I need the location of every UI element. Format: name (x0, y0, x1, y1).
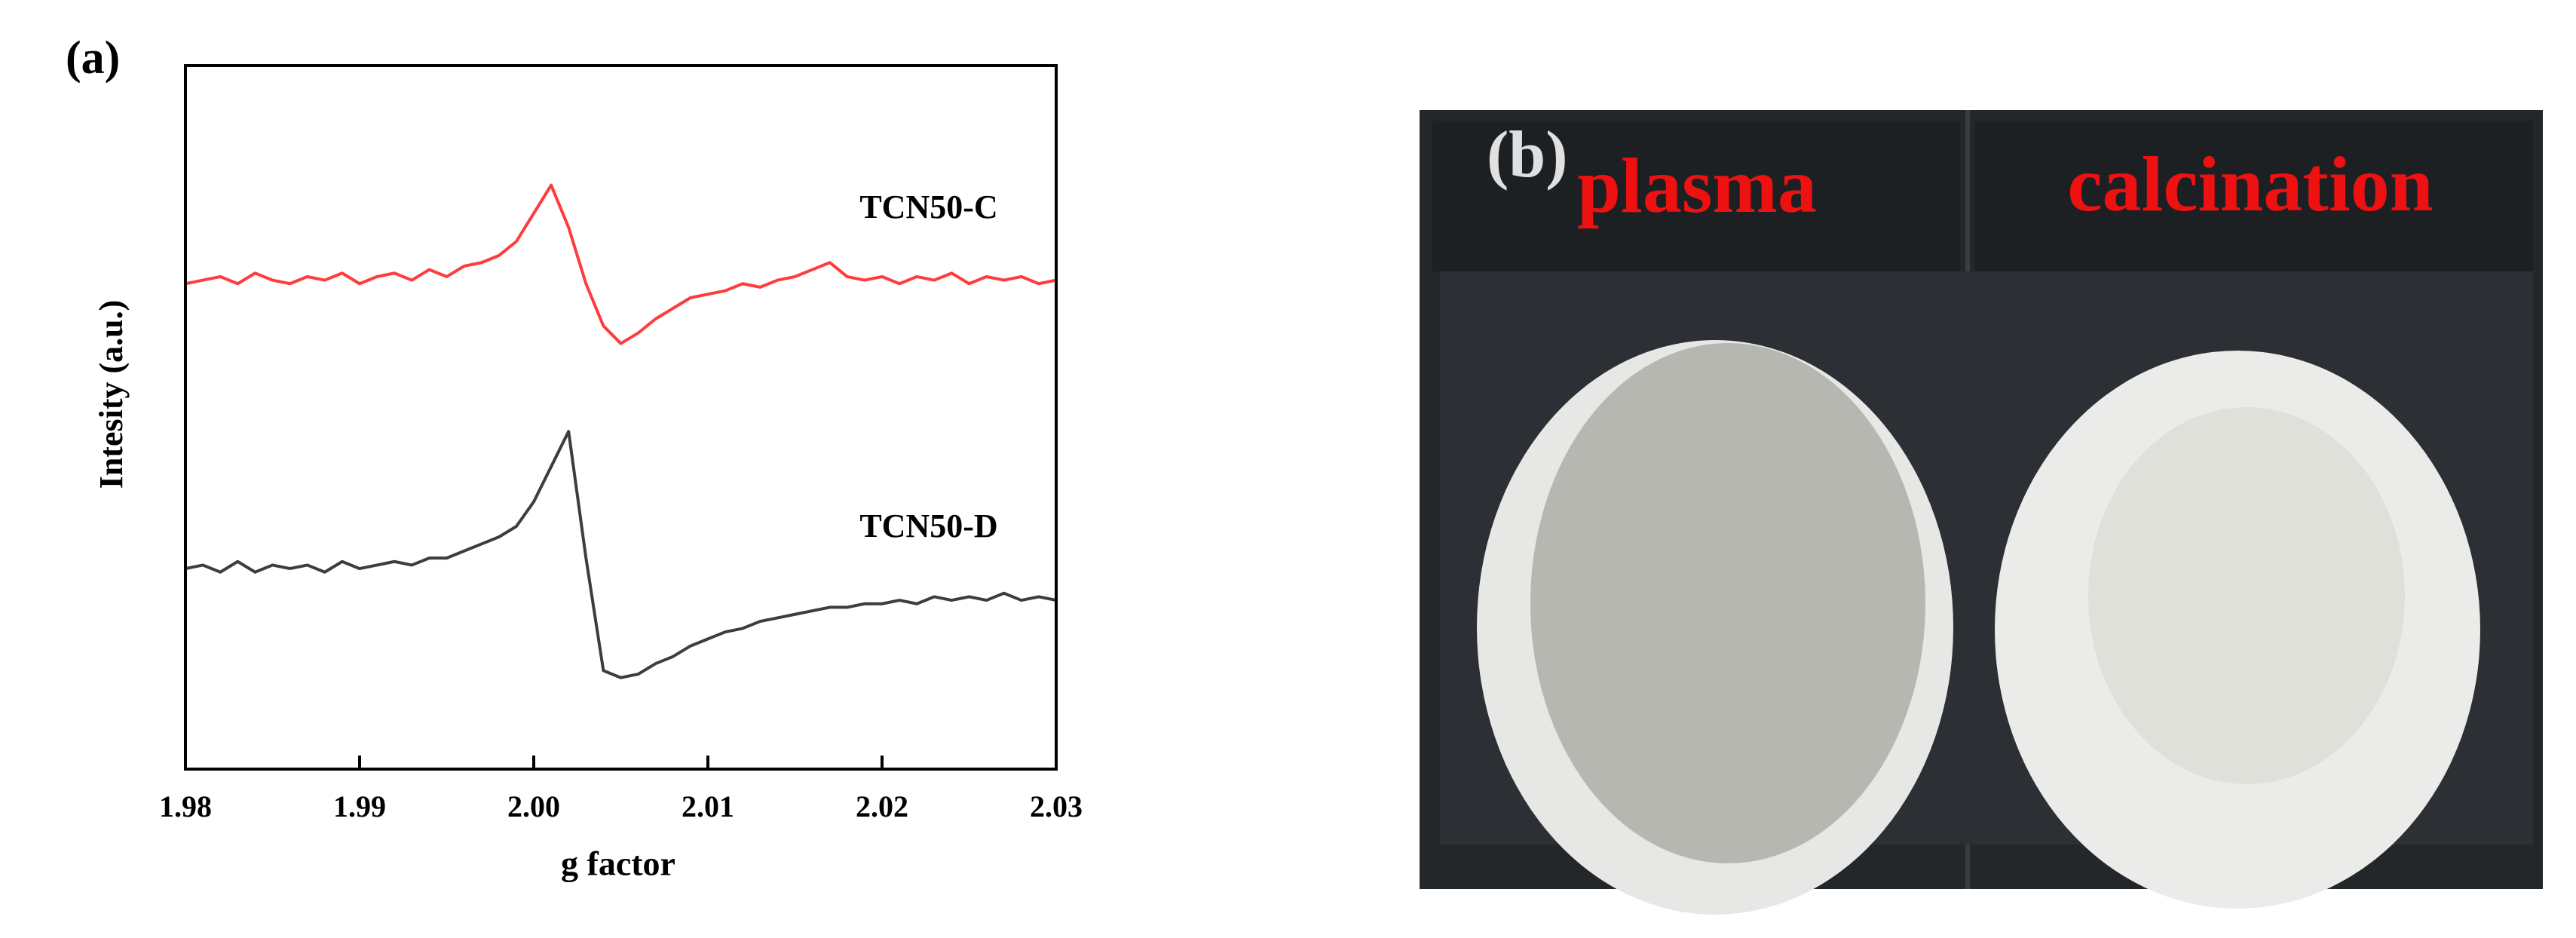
x-tick-label: 2.00 (507, 789, 560, 823)
x-tick-label: 2.03 (1030, 789, 1083, 823)
series-line (185, 430, 1057, 679)
series-label: TCN50-D (859, 507, 997, 544)
y-axis-label: Intesity (a.u.) (93, 300, 130, 489)
x-axis-label: g factor (561, 845, 675, 883)
tape (1975, 121, 2533, 271)
calcination-powder (2088, 407, 2405, 784)
tape (1432, 121, 1960, 271)
plasma-powder (1530, 343, 1925, 863)
series-label: TCN50-C (859, 189, 997, 225)
plot-frame (184, 64, 1058, 771)
plot: 1.98 1.99 2.00 2.01 2.02 2.03 TCN50-C TCN50-D (159, 183, 1083, 823)
photo-label: plasma (1577, 143, 1817, 229)
series-line (185, 183, 1057, 345)
photo: (b) plasma calcination (1420, 110, 2543, 915)
panel-label: (a) (66, 32, 120, 84)
x-tick-label: 2.01 (682, 789, 734, 823)
x-tick-label: 1.98 (159, 789, 212, 823)
x-tick-label: 1.99 (333, 789, 386, 823)
photo-label: calcination (2067, 141, 2433, 228)
x-tick-label: 2.02 (856, 789, 908, 823)
photo-panel-label: (b) (1487, 118, 1568, 192)
